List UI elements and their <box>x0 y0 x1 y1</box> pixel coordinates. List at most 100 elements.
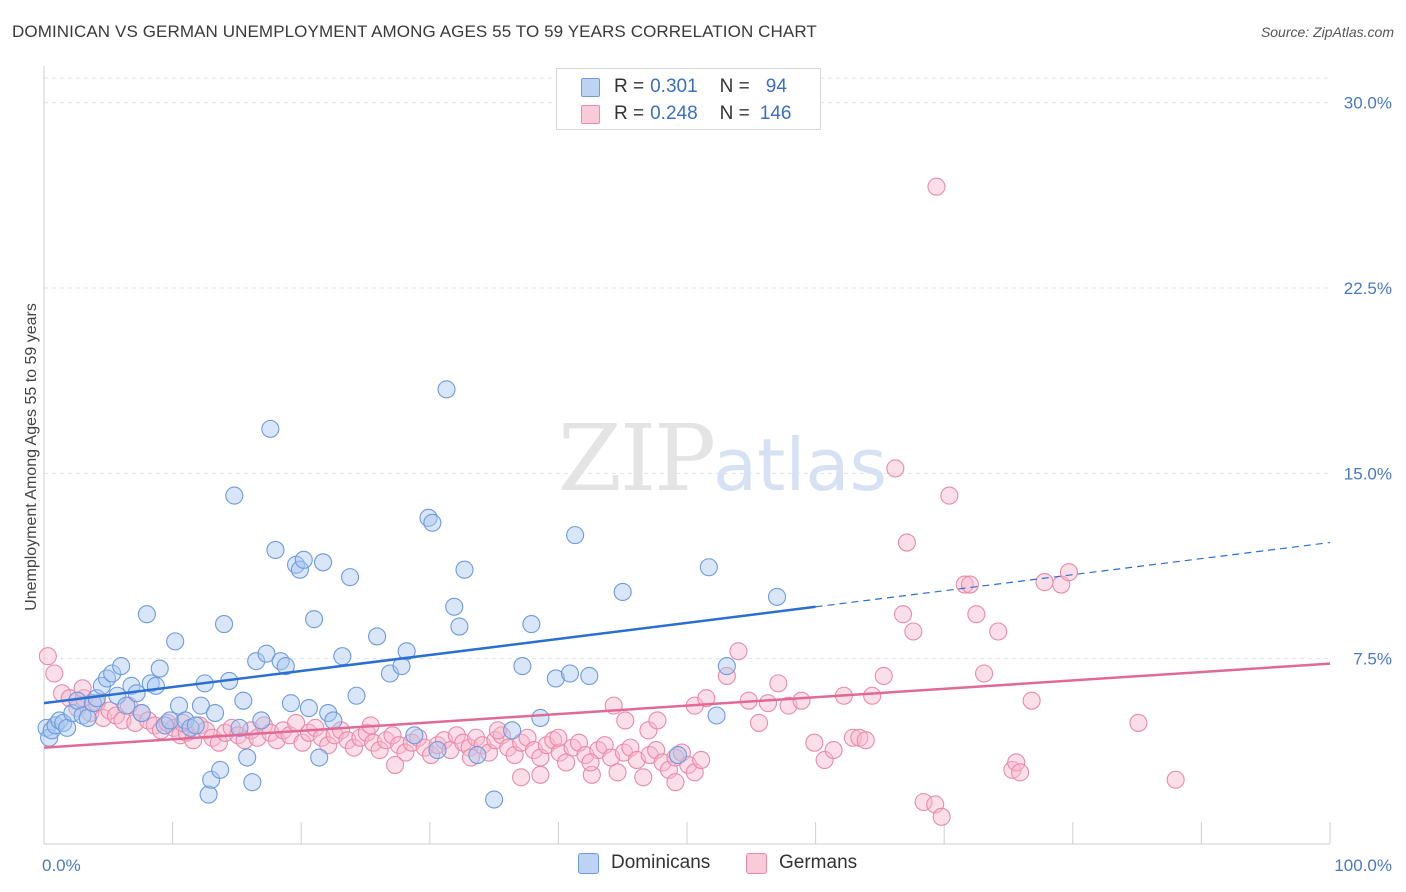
german-point <box>769 674 788 693</box>
y-tick-label: 22.5% <box>1344 279 1392 298</box>
dominican-point <box>560 664 580 683</box>
dominican-trend-extension <box>815 541 1331 608</box>
dominican-point <box>668 745 688 765</box>
y-axis-label: Unemployment Among Ages 55 to 59 years <box>23 303 40 611</box>
german-point <box>1035 573 1054 592</box>
dominican-point <box>522 615 541 634</box>
dominican-point <box>405 726 424 745</box>
legend-r-value: 0.301 <box>650 76 698 97</box>
german-point <box>940 486 959 505</box>
dominican-point <box>503 721 522 740</box>
correlation-legend: R = 0.301 N = 94 R = 0.248 N = 146 <box>556 68 821 130</box>
german-point <box>531 765 550 784</box>
dominican-point <box>257 644 276 663</box>
german-point <box>293 733 312 752</box>
dominican-point <box>181 718 200 737</box>
german-point <box>616 711 635 730</box>
dominican-point <box>450 617 469 636</box>
german-point <box>874 666 893 686</box>
dominican-point <box>531 708 550 728</box>
german-point <box>1011 763 1030 782</box>
german-trend-line <box>43 662 1331 749</box>
dominican-point <box>225 486 244 505</box>
german-point <box>886 459 905 478</box>
german-point <box>1166 770 1185 789</box>
dominican-point <box>247 652 266 671</box>
german-point <box>512 768 531 787</box>
german-point <box>697 689 716 708</box>
dominican-point <box>513 657 532 676</box>
dominican-point <box>137 605 156 624</box>
dominican-point <box>299 699 318 718</box>
dominican-trend-line <box>43 605 816 705</box>
dominican-point <box>103 664 122 683</box>
legend-r-label: R = <box>614 103 645 124</box>
dominican-point <box>717 657 736 676</box>
german-point <box>45 664 64 683</box>
german-point <box>386 755 405 774</box>
german-point <box>209 733 228 752</box>
german-point <box>639 721 658 740</box>
series-legend-dominicans[interactable]: Dominicans <box>578 852 710 874</box>
german-point <box>717 666 736 686</box>
dominican-point <box>271 652 290 671</box>
german-point <box>666 773 685 792</box>
legend-n-value: 146 <box>759 103 792 124</box>
y-tick-labels: 7.5% 15.0% 22.5% 30.0% <box>1344 94 1392 669</box>
source-label: Source: ZipAtlas.com <box>1260 24 1394 40</box>
y-tick-label: 15.0% <box>1344 464 1392 483</box>
dominican-point <box>310 748 329 767</box>
dominican-point <box>294 550 313 569</box>
german-point <box>1129 713 1148 732</box>
dominican-point <box>423 513 442 532</box>
german-point <box>396 743 415 762</box>
series-swatch-dominicans <box>578 852 599 874</box>
y-tick-label: 30.0% <box>1344 94 1392 113</box>
dominican-point <box>234 691 253 710</box>
dominican-point <box>428 741 447 760</box>
series-label-germans: Germans <box>779 852 858 873</box>
dominican-point <box>347 686 366 705</box>
german-point <box>581 753 600 772</box>
grid-lines <box>44 77 1330 660</box>
legend-n-value: 94 <box>765 76 787 97</box>
x-tick-label: 100.0% <box>1334 856 1392 875</box>
dominican-point <box>305 610 324 629</box>
german-point <box>1007 753 1026 772</box>
y-tick-label: 7.5% <box>1353 650 1392 669</box>
dominican-point <box>324 711 343 730</box>
german-point <box>306 718 325 737</box>
german-point <box>856 731 875 750</box>
dominican-points <box>37 380 787 809</box>
dominican-point <box>437 380 456 399</box>
dominican-point <box>699 558 718 577</box>
dominican-point <box>132 703 151 723</box>
axes <box>43 66 1331 845</box>
dominican-point <box>186 716 205 735</box>
german-point <box>897 533 916 552</box>
german-point <box>332 721 351 740</box>
dominican-point <box>314 553 333 572</box>
dominican-point <box>290 560 309 579</box>
german-point <box>967 605 986 624</box>
german-point <box>370 741 389 760</box>
legend-r-label: R = <box>614 76 645 97</box>
dominican-point <box>238 748 257 767</box>
german-point <box>893 605 913 624</box>
trend-lines <box>43 541 1331 749</box>
german-points <box>38 177 1185 826</box>
german-point <box>319 736 338 755</box>
series-legend-germans[interactable]: Germans <box>746 852 857 874</box>
legend-row-germans: R = 0.248 N = 146 <box>581 102 813 126</box>
german-point <box>927 177 946 196</box>
german-point <box>344 738 363 757</box>
dominican-point <box>199 785 218 804</box>
german-point <box>729 642 748 661</box>
dominican-point <box>566 526 585 545</box>
german-point <box>383 726 402 745</box>
dominican-point <box>112 657 131 676</box>
german-point <box>863 686 882 705</box>
dominican-point <box>191 696 210 715</box>
dominican-point <box>73 706 92 725</box>
dominican-point <box>202 770 221 789</box>
